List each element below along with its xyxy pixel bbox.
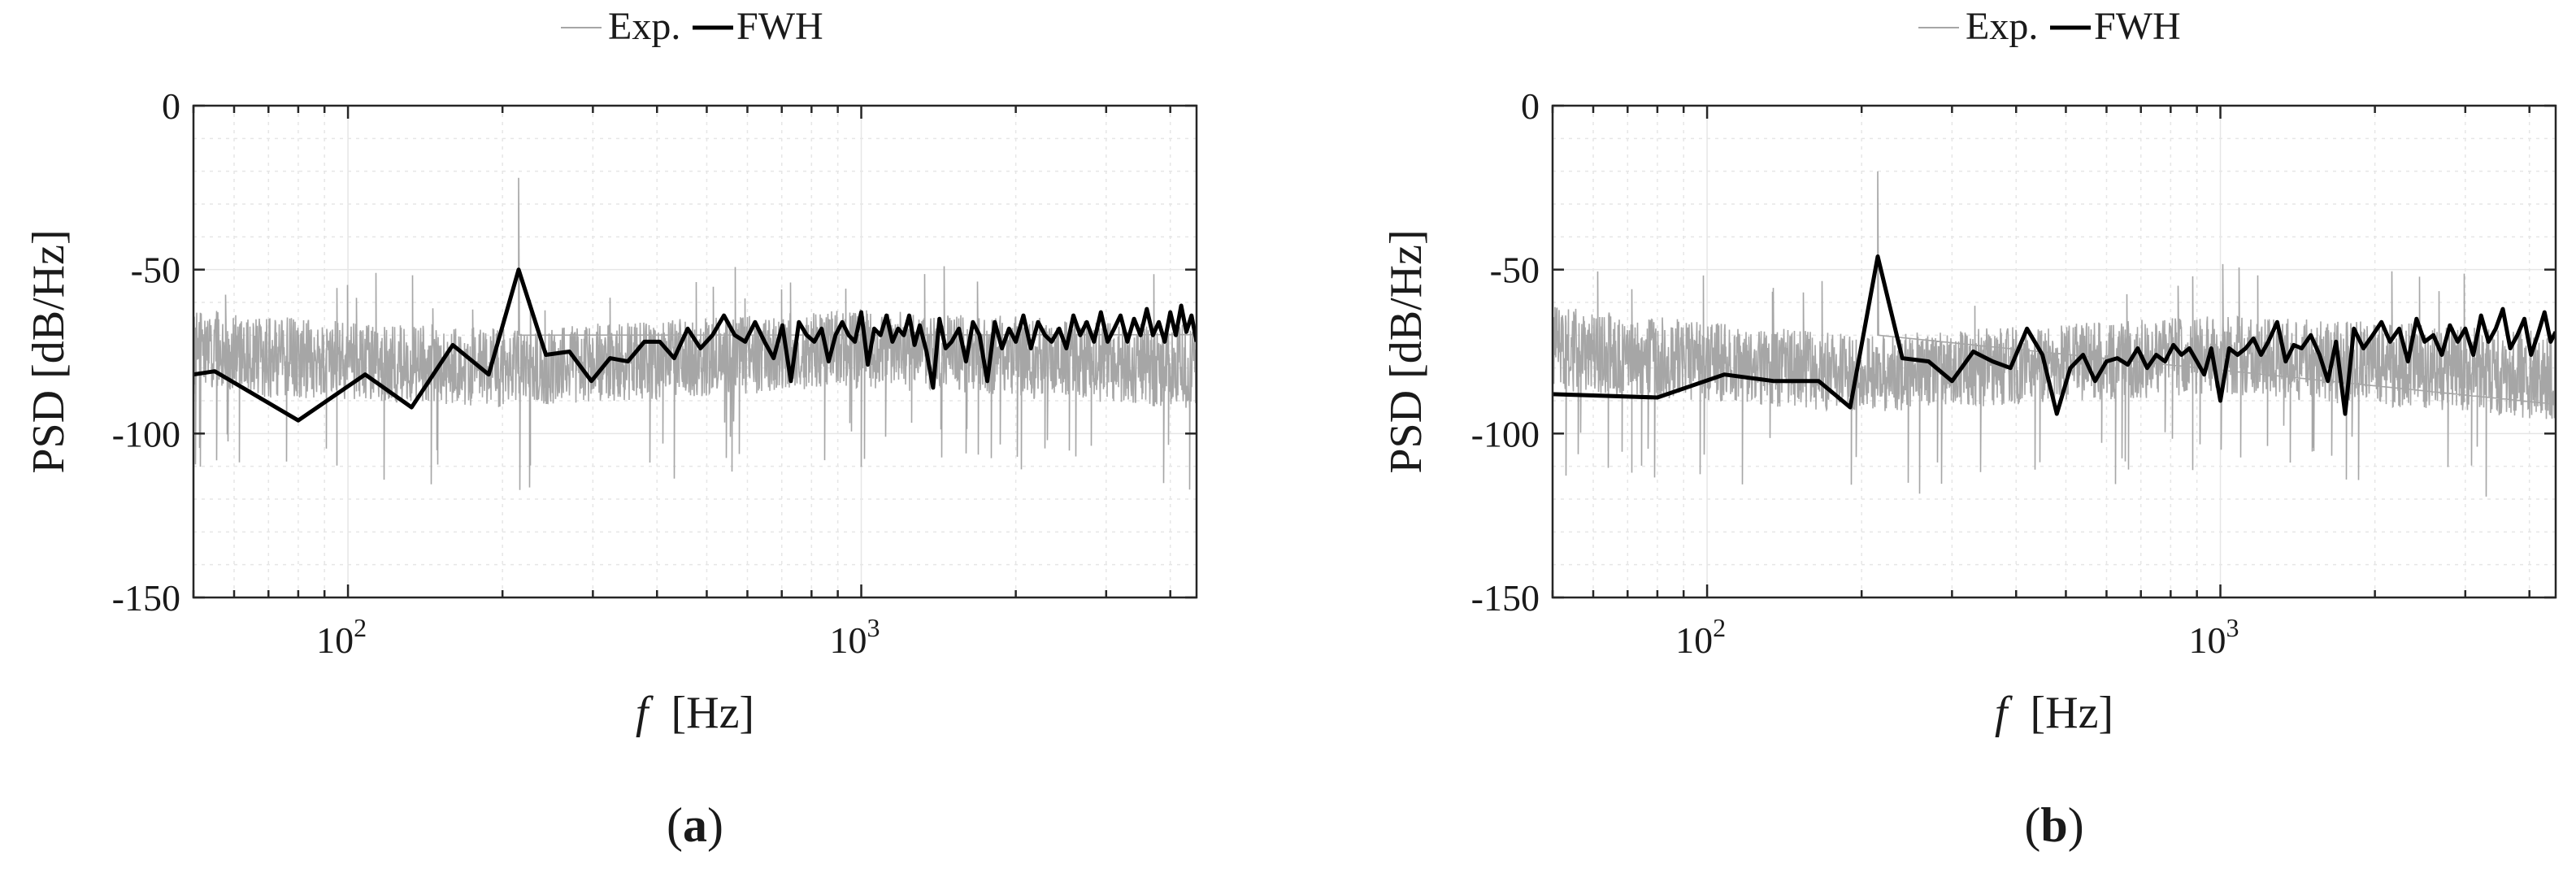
legend-exp-label: Exp. <box>1966 5 2038 48</box>
plot-frame <box>1551 104 2557 599</box>
y-tick-label: -50 <box>1490 250 1540 291</box>
panel-label: (a) <box>667 798 723 852</box>
panel-label-letter: a <box>683 798 707 852</box>
y-tick-label: -150 <box>112 577 180 619</box>
panel-label-close: ) <box>707 798 723 852</box>
panel-label-letter: b <box>2040 798 2067 852</box>
x-tick-label: 103 <box>830 613 880 661</box>
y-tick-label: -100 <box>112 413 180 454</box>
x-tick-label-base: 10 <box>1675 619 1713 661</box>
x-tick-label: 103 <box>2189 613 2239 661</box>
x-tick-label-base: 10 <box>316 619 354 661</box>
panel-label-open: ( <box>2024 798 2040 852</box>
y-tick-label: -100 <box>1471 413 1540 454</box>
x-axis-label-space <box>648 688 671 738</box>
x-tick-label-base: 10 <box>2189 619 2226 661</box>
x-tick-label-exponent: 2 <box>354 613 367 642</box>
y-tick-label: 0 <box>1521 85 1540 127</box>
x-axis-label: f [Hz] <box>636 688 754 738</box>
legend: Exp. FWH <box>561 5 823 48</box>
plot-frame <box>192 104 1198 599</box>
x-axis-label-unit: [Hz] <box>671 688 754 738</box>
y-axis-label: PSD [dB/Hz] <box>1381 229 1431 473</box>
legend-fwh-label: FWH <box>736 5 823 48</box>
x-tick-label-exponent: 2 <box>1713 613 1726 642</box>
x-axis-label-space <box>2007 688 2030 738</box>
x-tick-label-base: 10 <box>830 619 867 661</box>
series-exp-line <box>1553 171 2556 497</box>
x-ticks <box>1551 104 2556 599</box>
x-ticks <box>192 104 1197 599</box>
legend-fwh-label: FWH <box>2094 5 2181 48</box>
y-tick-label: 0 <box>162 85 180 127</box>
legend: Exp. FWH <box>1918 5 2181 48</box>
x-tick-label: 102 <box>1675 613 1726 661</box>
x-tick-label-exponent: 3 <box>867 613 880 642</box>
legend-exp-label: Exp. <box>608 5 680 48</box>
series-exp-line <box>193 177 1197 490</box>
panel-label-open: ( <box>667 798 683 852</box>
x-tick-label-exponent: 3 <box>2226 613 2239 642</box>
x-axis-label-unit: [Hz] <box>2030 688 2113 738</box>
y-axis-label: PSD [dB/Hz] <box>24 229 74 473</box>
panel-label: (b) <box>2024 798 2083 852</box>
x-tick-label: 102 <box>316 613 367 661</box>
series-fwh-line <box>193 267 1197 423</box>
panel-label-close: ) <box>2068 798 2084 852</box>
y-tick-label: -150 <box>1471 577 1540 619</box>
y-tick-label: -50 <box>131 250 180 291</box>
series-fwh-line <box>1553 254 2556 416</box>
x-axis-label: f [Hz] <box>1995 688 2113 738</box>
